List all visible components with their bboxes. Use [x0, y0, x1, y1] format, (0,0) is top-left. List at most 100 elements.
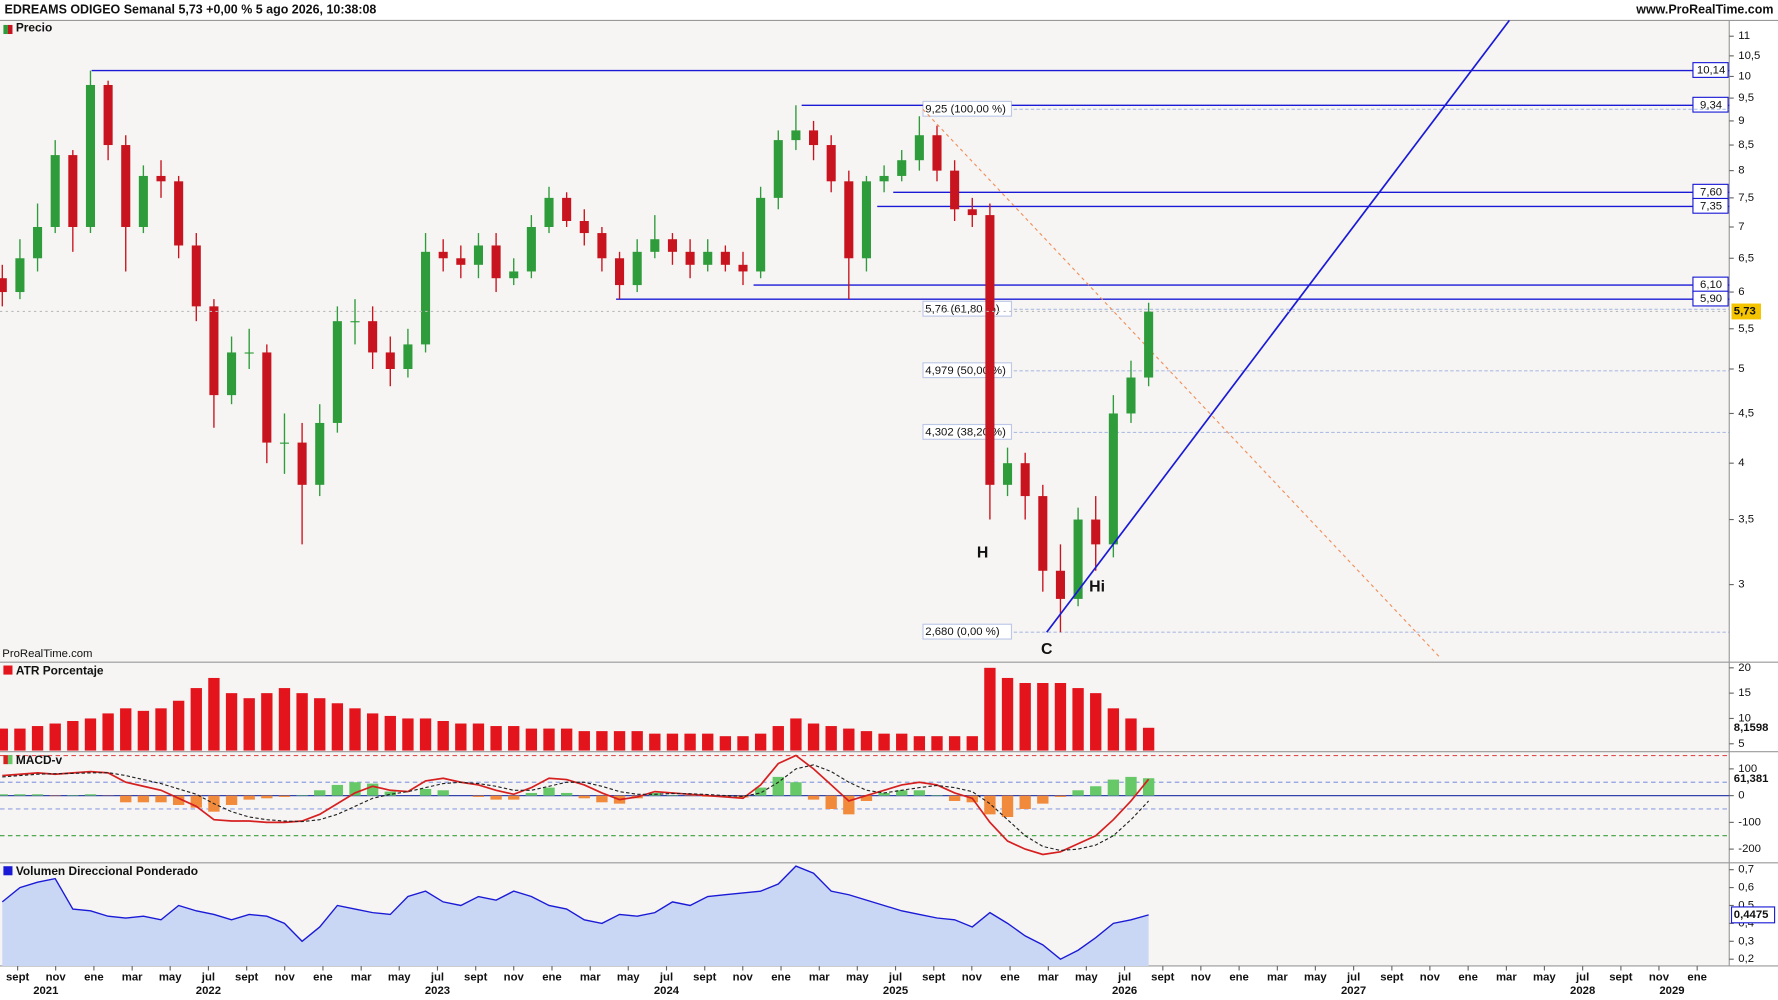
level-label: 6,10 [1700, 279, 1722, 291]
candle-body [667, 239, 677, 252]
bar [984, 667, 996, 751]
histogram-bar [472, 795, 485, 797]
candle-body [138, 175, 148, 227]
candle-body [350, 321, 360, 323]
bar [0, 728, 8, 751]
bar [155, 708, 167, 751]
level-label: 7,60 [1700, 186, 1722, 198]
histogram-bar [772, 776, 784, 796]
x-tick-label: nov [1191, 971, 1212, 983]
fib-label: 2,680 (0,00 %) [925, 626, 1000, 638]
annotation: H [977, 545, 988, 562]
bar [1019, 683, 1031, 751]
x-tick-label: mar [351, 971, 372, 983]
histogram-bar [384, 791, 396, 796]
macd-line [2, 764, 1150, 852]
y-tick-label: 10 [1738, 712, 1751, 724]
legend-icon [7, 24, 13, 35]
x-tick-label: mar [1038, 971, 1059, 983]
bar [419, 718, 432, 751]
candle-body [279, 442, 290, 444]
candle-body [1091, 519, 1101, 545]
histogram-bar [314, 790, 326, 796]
y-tick-label: 8,5 [1738, 139, 1754, 151]
last-label: 61,381 [1734, 773, 1769, 785]
bar [649, 733, 661, 751]
panel-title: Precio [16, 20, 52, 34]
annotation: C [1041, 641, 1053, 658]
histogram-bar [525, 792, 538, 796]
bar [49, 723, 61, 751]
histogram-bar [331, 784, 344, 796]
histogram-bar [84, 794, 97, 796]
candle-body [227, 352, 237, 396]
y-tick-label: 4,5 [1738, 407, 1754, 419]
x-tick-label: may [159, 971, 182, 983]
histogram-bar [807, 795, 820, 800]
bar [278, 688, 291, 751]
y-tick-label: 9 [1738, 115, 1744, 127]
histogram-bar [0, 794, 8, 796]
y-tick-label: 9,5 [1738, 92, 1754, 104]
bar [243, 698, 255, 751]
bar [790, 718, 802, 751]
histogram-bar [137, 795, 150, 803]
bar [719, 736, 732, 751]
candle-body [1055, 570, 1065, 599]
candle-body [262, 352, 272, 443]
level-label-box [1692, 96, 1729, 113]
bar [349, 708, 361, 751]
bar [331, 703, 344, 751]
bar [737, 736, 749, 751]
histogram-bar [508, 795, 520, 800]
candle-body [809, 130, 819, 146]
x-tick-label: may [388, 971, 411, 983]
x-tick-label: may [846, 971, 869, 983]
bar [67, 720, 79, 751]
candle-body [403, 344, 413, 369]
histogram-bar [419, 788, 432, 796]
x-tick-label: jul [659, 971, 673, 983]
candle-body [191, 245, 201, 307]
candle-body [456, 258, 466, 265]
candle-body [791, 130, 801, 141]
bar [314, 698, 326, 751]
candle-body [1073, 519, 1083, 599]
candle-body [385, 352, 395, 369]
level-label: 5,90 [1700, 293, 1722, 305]
candle-body [1020, 463, 1030, 497]
x-tick-label: jul [201, 971, 215, 983]
x-tick-label: sept [1609, 971, 1633, 983]
candle-body [615, 258, 625, 286]
candle-body [121, 145, 131, 227]
x-tick-label: ene [1000, 971, 1020, 983]
bar [1142, 727, 1155, 751]
x-tick-label: ene [1458, 971, 1478, 983]
trend-line [1046, 19, 1511, 633]
histogram-bar [1125, 776, 1137, 796]
histogram-bar [349, 782, 361, 796]
x-tick-label: ene [1229, 971, 1249, 983]
y-tick-label: -200 [1738, 843, 1761, 855]
x-tick-label: mar [1496, 971, 1517, 983]
candle-body [632, 251, 642, 286]
candle-body [1038, 496, 1048, 571]
bar [543, 728, 555, 751]
bar [843, 728, 855, 751]
candle-body [509, 271, 519, 279]
candle-body [297, 442, 307, 485]
y-tick-label: 0,3 [1738, 935, 1754, 947]
x-tick-label: ene [771, 971, 791, 983]
candle-body [85, 84, 96, 227]
y-tick-label: 7,5 [1738, 192, 1754, 204]
last-label: 0,4475 [1734, 909, 1769, 921]
x-tick-label: nov [504, 971, 525, 983]
x-year-label: 2026 [1112, 985, 1137, 997]
histogram-bar [190, 795, 202, 808]
candle-body [756, 197, 766, 272]
histogram-bar [878, 792, 890, 796]
x-tick-label: mar [809, 971, 830, 983]
histogram-bar [860, 795, 873, 801]
bar [296, 693, 308, 751]
